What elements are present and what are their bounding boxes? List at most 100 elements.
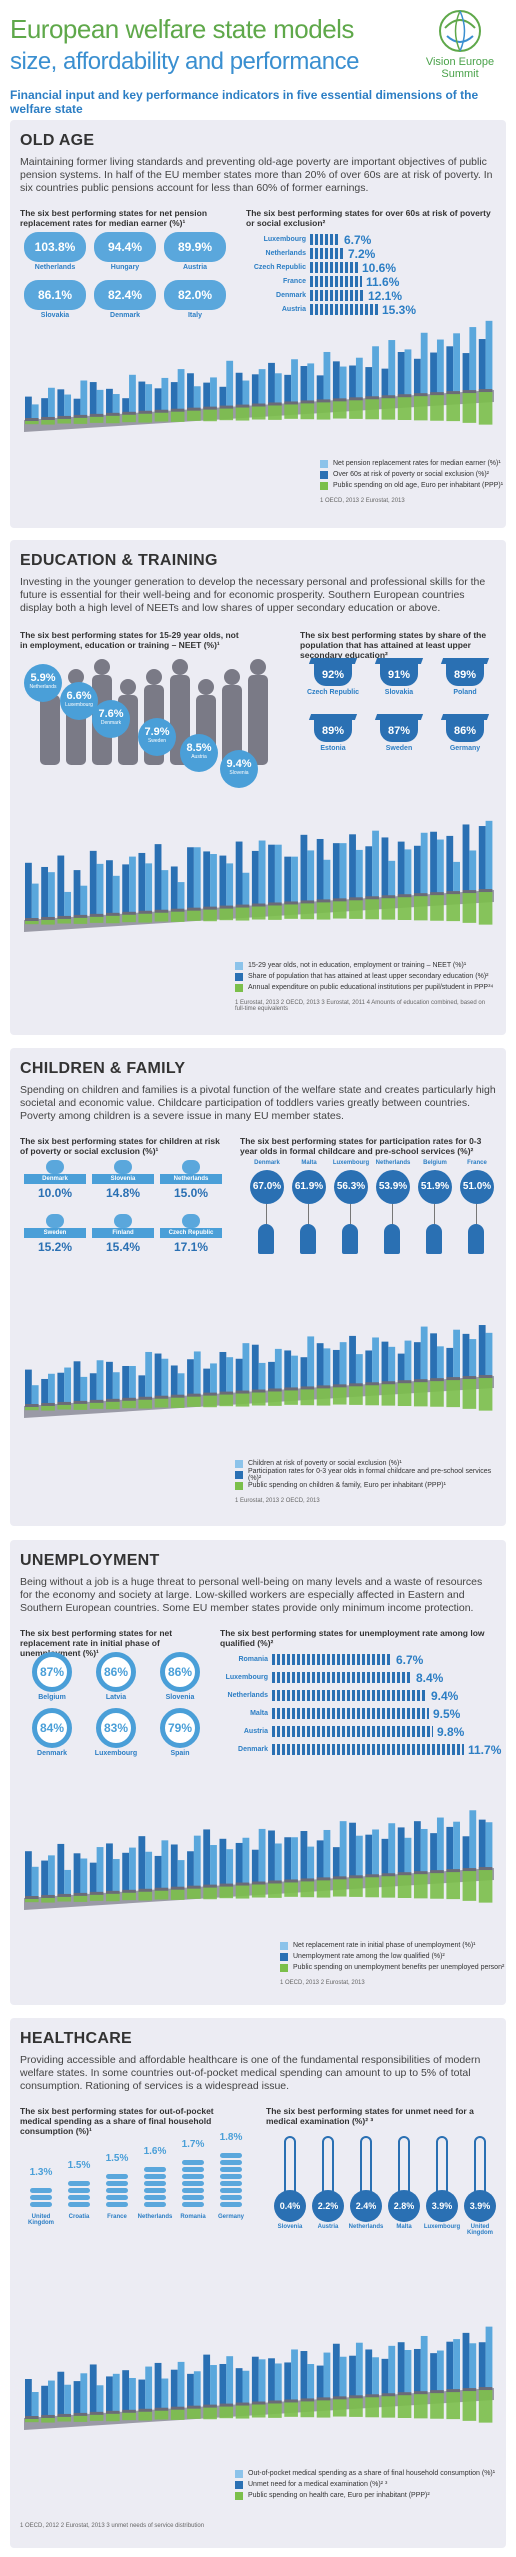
country-tile xyxy=(203,1884,217,1888)
bar-green xyxy=(106,1892,120,1902)
country-label: Malta xyxy=(250,1710,268,1717)
country-tile xyxy=(89,413,104,417)
bar-light xyxy=(210,1845,217,1887)
country-tile xyxy=(478,889,493,893)
balloon-value: 51.0% xyxy=(460,1170,494,1204)
bar-green xyxy=(138,912,153,923)
bar-green xyxy=(154,411,169,422)
bar-dark xyxy=(170,382,178,411)
poverty-value: 15.0% xyxy=(173,1186,209,1200)
bar-light xyxy=(161,377,169,412)
bar-light xyxy=(453,1821,460,1872)
bar-dark xyxy=(268,1361,275,1391)
country-tile xyxy=(365,2394,379,2398)
country-tile xyxy=(300,1386,315,1390)
bar-dark xyxy=(251,374,259,406)
bar-dark xyxy=(41,1860,49,1897)
bar-light xyxy=(145,2366,153,2411)
people-icon xyxy=(272,1726,433,1737)
section-old-age: OLD AGE Maintaining former living standa… xyxy=(10,120,506,528)
bar-green xyxy=(284,1389,298,1405)
legend-item: Share of population that has attained at… xyxy=(235,971,493,982)
country-tile xyxy=(235,1390,250,1394)
bar-light xyxy=(145,863,153,913)
country-label: Czech Republic xyxy=(253,264,306,271)
country-label: Netherlands xyxy=(29,684,57,690)
bar-green xyxy=(268,2402,282,2418)
country-label: Germany xyxy=(217,2214,244,2220)
bar-light xyxy=(112,2373,120,2413)
brand: Vision Europe Summit xyxy=(410,8,510,80)
left-subheading: The six best performing states for 15-29… xyxy=(20,630,239,650)
pill-icon xyxy=(30,2188,52,2193)
country-label: Austria xyxy=(281,306,306,313)
country-label: Denmark xyxy=(110,312,140,319)
bar-light xyxy=(323,2352,331,2400)
bar-dark xyxy=(397,1353,405,1383)
bar-green xyxy=(462,892,477,923)
pill-icon xyxy=(68,2188,90,2193)
right-subheading: The six best performing states for parti… xyxy=(240,1136,482,1156)
bar-light xyxy=(193,847,201,910)
bar-light xyxy=(469,327,477,393)
pill-icon xyxy=(220,2202,242,2207)
country-tile xyxy=(381,1381,396,1385)
bar-green xyxy=(251,1883,266,1898)
bar-light xyxy=(453,1329,460,1380)
country-tile xyxy=(170,1886,185,1890)
legend-item: Unmet need for a medical examination (%)… xyxy=(235,2479,495,2490)
bar-green xyxy=(122,1399,136,1409)
balloon-string xyxy=(308,1204,309,1226)
bar-light xyxy=(372,830,379,899)
country-tile xyxy=(462,1868,477,1872)
country-tile xyxy=(381,1873,396,1877)
bar-light xyxy=(31,404,39,420)
bar-light xyxy=(339,1821,347,1879)
bar-light xyxy=(80,1858,88,1895)
bar-green xyxy=(25,1898,39,1903)
bar-dark xyxy=(138,381,146,413)
legend-label: Unmet need for a medical examination (%)… xyxy=(248,2481,388,2488)
bar-dark xyxy=(332,1349,340,1387)
country-label: Malta xyxy=(301,1160,317,1166)
country-tile xyxy=(413,1379,428,1383)
country-label: Netherlands xyxy=(265,250,306,257)
country-label: Belgium xyxy=(38,1694,66,1701)
child-silhouette-icon xyxy=(342,1224,358,1254)
bar-dark xyxy=(73,1361,81,1403)
chart-legend: Net replacement rate in initial phase of… xyxy=(280,1940,504,1973)
bar-light xyxy=(112,1372,120,1401)
country-label: United Kingdom xyxy=(28,2214,54,2226)
country-tile xyxy=(138,410,153,414)
bar-dark xyxy=(397,1827,405,1875)
bar-light xyxy=(96,1360,104,1402)
bar-green xyxy=(381,1875,396,1898)
bar-dark xyxy=(332,843,340,901)
country-tile xyxy=(73,1892,88,1896)
bar-dark xyxy=(284,2362,292,2402)
bar-dark xyxy=(154,1855,162,1890)
poverty-value: 11.6% xyxy=(366,275,400,289)
pill-icon xyxy=(68,2195,90,2200)
bar-green xyxy=(462,1378,477,1409)
child-silhouette-icon xyxy=(300,1224,316,1254)
country-label: Slovenia xyxy=(229,770,249,776)
country-tile xyxy=(203,906,217,910)
bar-green xyxy=(25,920,39,925)
bar-green xyxy=(251,1391,266,1406)
bar-light xyxy=(323,1829,331,1880)
bar-light xyxy=(161,2378,169,2410)
country-tile xyxy=(41,416,55,420)
legend-label: Public spending on old age, Euro per inh… xyxy=(333,482,504,489)
country-label: Spain xyxy=(170,1750,190,1757)
legend-swatch xyxy=(320,459,328,468)
pill-icon xyxy=(68,2202,90,2207)
bar-green xyxy=(300,1880,315,1898)
country-tile xyxy=(381,2393,396,2397)
people-icon xyxy=(272,1708,429,1719)
bar-light xyxy=(48,872,55,919)
person-body xyxy=(248,675,268,765)
legend-item: Out-of-pocket medical spending as a shar… xyxy=(235,2468,495,2479)
bar-dark xyxy=(187,373,194,410)
bar-dark xyxy=(446,2341,454,2392)
